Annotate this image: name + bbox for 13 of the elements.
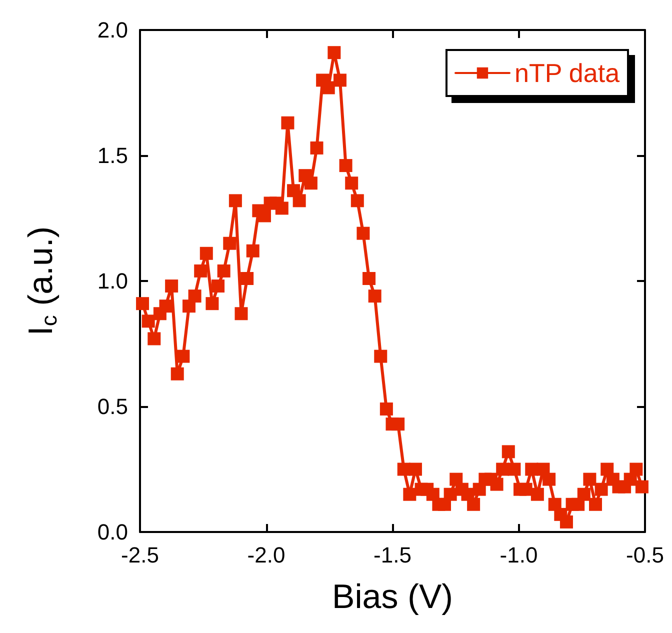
y-tick-label: 2.0 bbox=[97, 18, 128, 42]
x-tick-label: -2.5 bbox=[121, 542, 159, 568]
y-tick-label: 0.0 bbox=[97, 520, 128, 544]
y-tick-label: 1.0 bbox=[97, 268, 128, 294]
y-tick-label: 1.5 bbox=[97, 143, 128, 168]
x-tick-label: -2.0 bbox=[247, 542, 286, 568]
x-tick-label: -1.5 bbox=[374, 542, 412, 568]
x-axis-title: Bias (V) bbox=[332, 578, 453, 616]
x-tick-label: -1.0 bbox=[500, 542, 538, 568]
y-axis-title: Ic (a.u.) bbox=[22, 226, 62, 336]
legend-label: nTP data bbox=[514, 58, 620, 88]
y-tick-label: 0.5 bbox=[97, 394, 128, 419]
x-tick-label: -0.5 bbox=[626, 542, 664, 568]
